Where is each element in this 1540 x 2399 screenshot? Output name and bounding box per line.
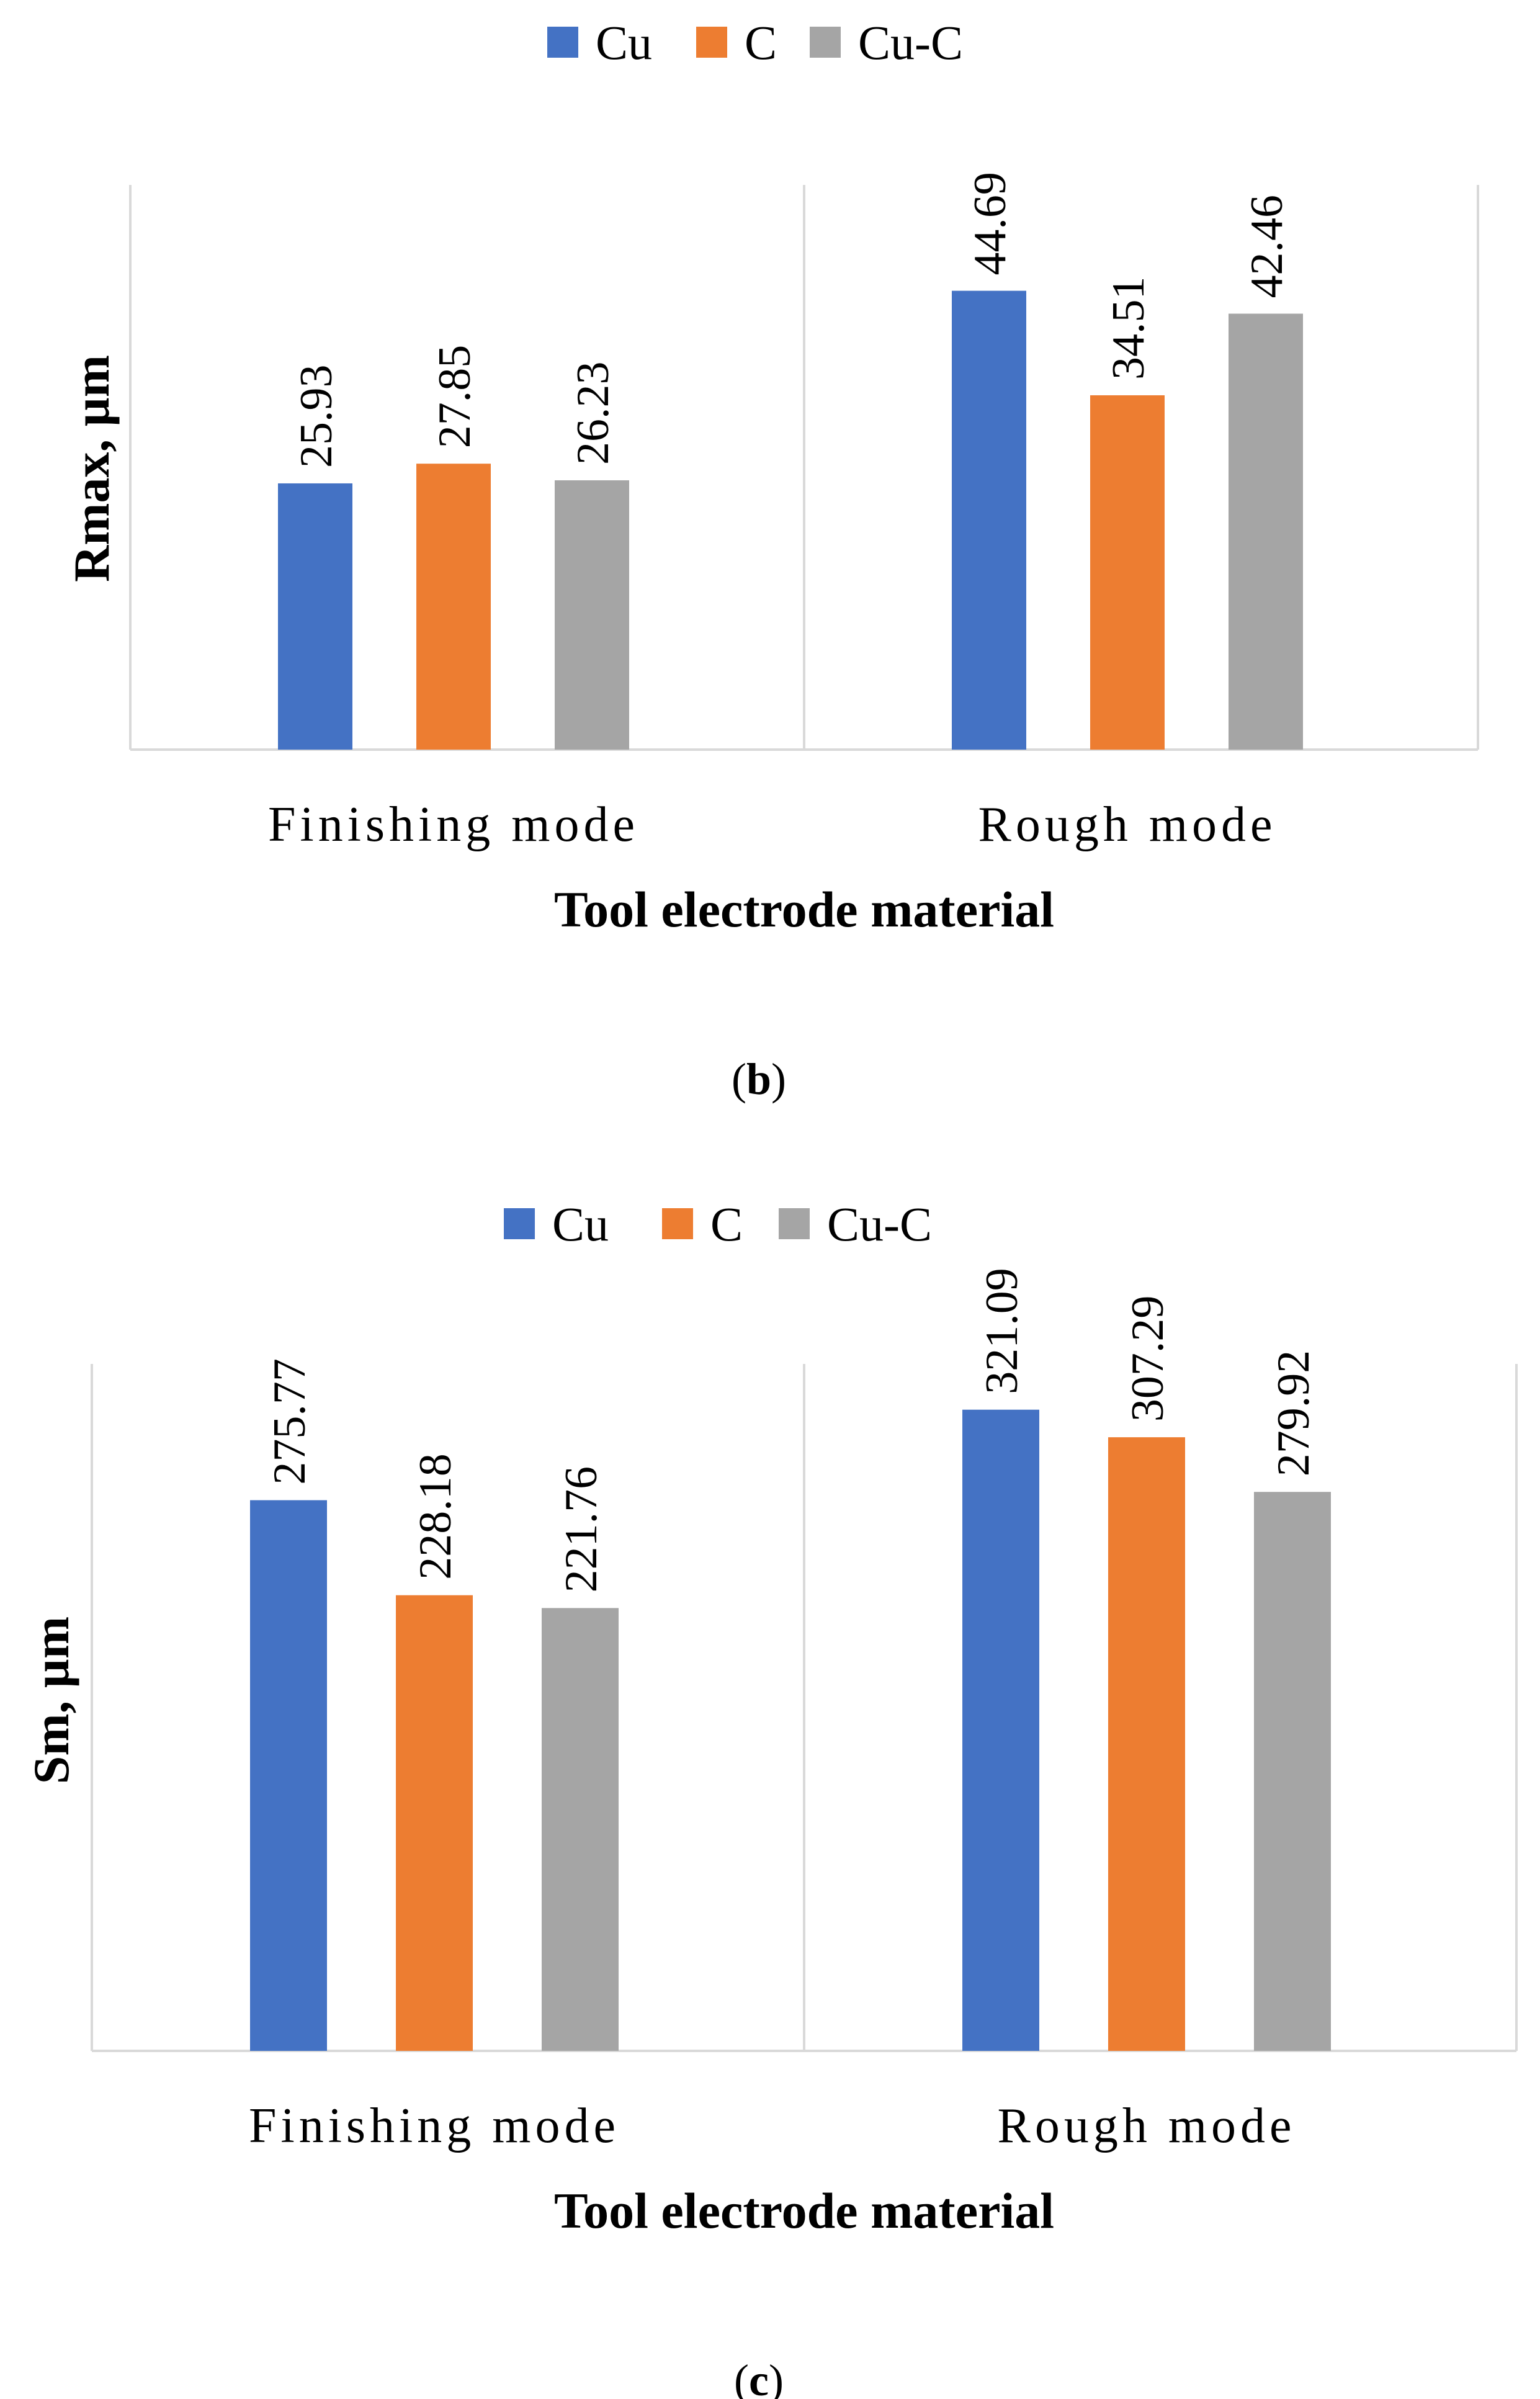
legend-swatch-c-2 [779, 1208, 810, 1239]
data-label-c-cu-c-0: 221.76 [556, 1466, 607, 1593]
legend-label-b-1: C [745, 16, 777, 70]
bar-b-cu-c-0 [555, 480, 629, 750]
legend-b: Cu C Cu-C [547, 16, 963, 70]
legend-label-c-0: Cu [552, 1197, 609, 1251]
data-label-b-c-1: 34.51 [1103, 277, 1154, 380]
legend-label-c-1: C [710, 1197, 743, 1251]
data-label-c-cu-c-1: 279.92 [1268, 1350, 1319, 1477]
bar-b-cu-0 [278, 483, 352, 750]
y-axis-title-b: Rmax, µm [63, 355, 120, 582]
bar-c-c-1 [1108, 1437, 1185, 2051]
bar-b-c-1 [1090, 395, 1165, 750]
category-label-c-1: Rough mode [997, 2099, 1296, 2153]
caption-c-letter: c [749, 2356, 769, 2399]
caption-b-letter: b [746, 1054, 771, 1104]
data-label-c-c-0: 228.18 [410, 1453, 461, 1580]
legend-label-c-2: Cu-C [827, 1197, 932, 1251]
legend-label-b-2: Cu-C [858, 16, 963, 70]
caption-c: (c) [734, 2356, 784, 2399]
chart-b: Cu C Cu-C 25.93 44.69 27.85 34.51 26.23 42.46 F… [63, 16, 1479, 1104]
data-labels-c: 275.77 321.09 228.18 307.29 221.76 279.92 [264, 1268, 1319, 1592]
data-labels-b: 25.93 44.69 27.85 34.51 26.23 42.46 [291, 172, 1292, 468]
category-label-b-0: Finishing mode [268, 797, 639, 852]
x-axis-title-b: Tool electrode material [554, 881, 1054, 938]
legend-swatch-b-1 [696, 27, 727, 58]
legend-swatch-c-0 [504, 1208, 535, 1239]
bar-b-c-0 [416, 464, 491, 750]
bars-b [278, 290, 1303, 750]
data-label-b-cu-c-0: 26.23 [568, 362, 619, 465]
bars-c [250, 1409, 1331, 2051]
legend-swatch-b-0 [547, 27, 578, 58]
data-label-b-cu-0: 25.93 [291, 364, 342, 468]
legend-swatch-c-1 [662, 1208, 693, 1239]
bar-b-cu-c-1 [1229, 313, 1303, 750]
data-label-c-cu-1: 321.09 [977, 1268, 1027, 1394]
legend-c: Cu C Cu-C [504, 1197, 932, 1251]
bar-c-cu-c-0 [542, 1608, 619, 2051]
data-label-b-cu-1: 44.69 [965, 172, 1016, 276]
data-label-b-cu-c-1: 42.46 [1242, 195, 1292, 298]
data-label-b-c-0: 27.85 [429, 345, 480, 449]
bar-b-cu-1 [952, 290, 1026, 750]
data-label-c-cu-0: 275.77 [264, 1358, 315, 1485]
x-axis-title-c: Tool electrode material [554, 2182, 1054, 2239]
legend-swatch-b-2 [810, 27, 841, 58]
bar-c-c-0 [396, 1595, 473, 2051]
bar-c-cu-0 [250, 1500, 327, 2051]
caption-b: (b) [732, 1054, 786, 1104]
bar-c-cu-1 [962, 1409, 1039, 2051]
y-axis-title-c: Sm, µm [23, 1617, 79, 1784]
legend-label-b-0: Cu [596, 16, 652, 70]
data-label-c-c-1: 307.29 [1122, 1296, 1173, 1422]
category-label-b-1: Rough mode [978, 797, 1276, 852]
bar-c-cu-c-1 [1254, 1492, 1331, 2051]
category-label-c-0: Finishing mode [249, 2099, 620, 2153]
chart-c: Cu C Cu-C 275.77321.09228.18307.29221.7627… [23, 1197, 1518, 2399]
